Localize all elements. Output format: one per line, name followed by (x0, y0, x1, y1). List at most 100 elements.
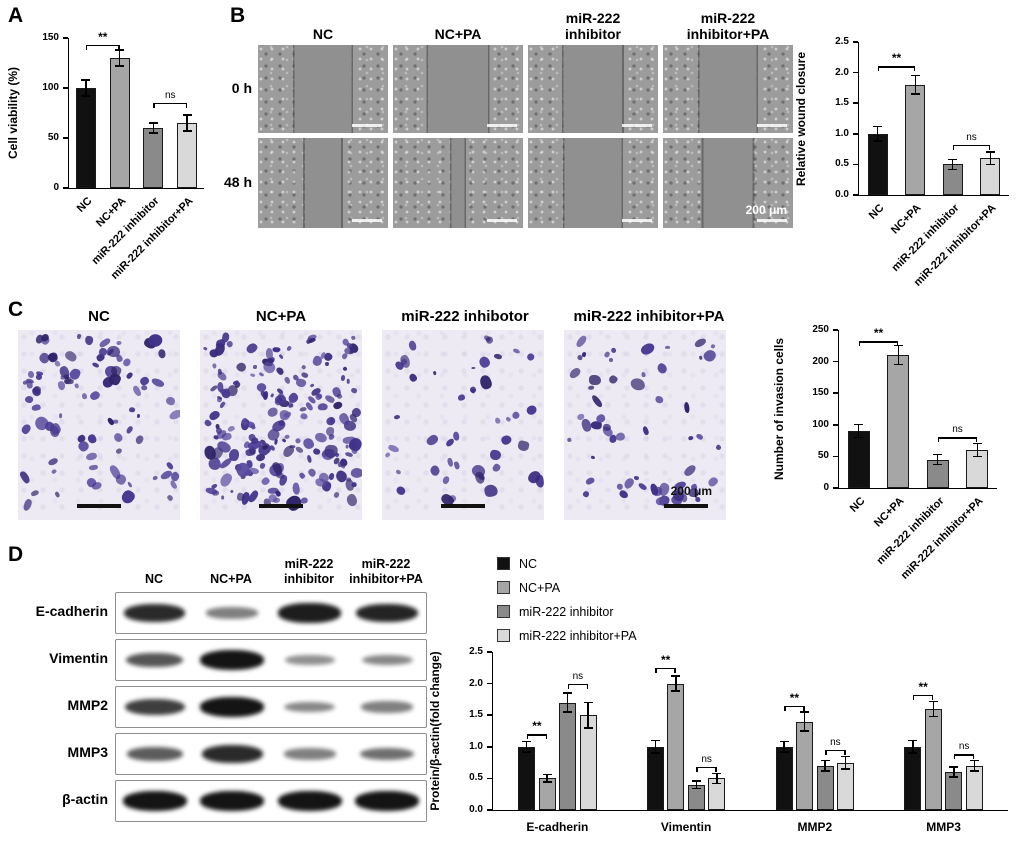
error-bar (989, 152, 991, 165)
cell-dot (244, 341, 260, 357)
cell-dot (114, 447, 123, 455)
error-bar-cap (542, 781, 552, 783)
cell-dot (129, 407, 136, 414)
wound-image (663, 45, 793, 133)
sig-bracket-end (526, 734, 529, 740)
cell-dot (91, 361, 100, 369)
cell-dot (53, 491, 61, 499)
cell-dot (300, 412, 309, 421)
cell-dot (485, 336, 495, 346)
cell-dot (89, 389, 102, 403)
cell-dot (526, 352, 537, 363)
invasion-image (200, 330, 362, 520)
protein-band (283, 748, 336, 760)
scale-bar (77, 503, 121, 508)
bar (646, 746, 664, 810)
wound-image (258, 138, 388, 228)
cell-dot (121, 356, 133, 368)
blot-label-mmp3: MMP3 (67, 744, 108, 760)
cell-dot (494, 417, 501, 424)
cell-dot (504, 416, 512, 423)
cell-dot (350, 335, 357, 341)
error-bar (824, 760, 826, 771)
sig-bracket-end (674, 667, 676, 673)
sig-bracket (937, 437, 978, 439)
sig-bracket-end (655, 667, 657, 673)
sig-bracket-end (567, 683, 570, 689)
error-bar-cap (650, 739, 660, 742)
error-bar-cap (985, 151, 995, 153)
cell-dot (610, 347, 617, 354)
panel-c-chart: 0 50 100 150 200 250 Number of invasion cells *… (772, 324, 997, 582)
error-bar-cap (948, 158, 958, 161)
y-tick-label: 0.0 (835, 189, 849, 200)
error-bar-cap (873, 140, 883, 142)
error-bar-cap (671, 675, 681, 677)
cell-dot (58, 413, 63, 419)
cell-dot (477, 373, 494, 391)
error-bar (803, 712, 806, 731)
cell-dot (384, 451, 392, 458)
cell-dot (229, 489, 234, 494)
sig-bracket-end (153, 103, 155, 108)
cell-dot (221, 495, 225, 499)
y-tick (487, 777, 492, 780)
scale-bar (757, 124, 787, 127)
cell-dot (347, 379, 351, 384)
sig-bracket-end (858, 341, 861, 347)
sig-bracket-end (953, 754, 956, 760)
scale-bar-label: 200 μm (745, 203, 787, 217)
sig-bracket (784, 705, 805, 708)
scale-bar (352, 124, 382, 127)
sig-bracket (952, 144, 991, 147)
y-tick (853, 71, 858, 74)
western-blot-strips (115, 592, 427, 822)
blot-label-b-actin: β-actin (62, 791, 108, 807)
protein-band (200, 650, 265, 670)
cell-dot (298, 471, 307, 480)
cell-dot (62, 349, 79, 364)
legend-label: miR-222 inhibitor+PA (519, 629, 637, 643)
error-bar-cap (949, 766, 959, 768)
error-bar (952, 159, 954, 170)
legend-swatch (497, 581, 510, 594)
error-bar (587, 702, 589, 728)
cell-dot (394, 484, 407, 497)
cell-dot (469, 385, 478, 394)
legend-item: NC (497, 556, 697, 572)
blot-label-mmp2: MMP2 (67, 697, 108, 713)
cell-dot (325, 426, 335, 436)
cell-dot (88, 464, 99, 471)
y-tick (833, 360, 838, 363)
protein-band (122, 791, 187, 811)
sig-bracket (953, 754, 975, 756)
y-tick-label: 150 (812, 387, 829, 399)
cell-dot (609, 358, 615, 363)
sig-bracket (85, 45, 120, 47)
invasion-image (18, 330, 180, 520)
y-axis-label: Relative wound closure (794, 51, 808, 186)
x-category-label: MMP3 (926, 820, 961, 834)
cell-dot (211, 363, 218, 370)
protein-band (361, 654, 413, 666)
cell-dot (301, 364, 307, 370)
error-bar-cap (910, 93, 920, 95)
cell-dot (285, 345, 292, 352)
cell-dot (275, 365, 286, 376)
y-tick (487, 809, 492, 811)
b-col-header-nc: NC (312, 25, 334, 42)
cell-dot (207, 408, 222, 422)
error-bar (937, 454, 939, 465)
protein-band (284, 701, 336, 713)
sig-bracket-end (586, 683, 589, 689)
cell-dot (342, 365, 349, 372)
cell-dot (630, 377, 646, 391)
cell-dot (269, 393, 275, 399)
protein-band (356, 603, 419, 623)
error-bar (914, 75, 916, 95)
error-bar-cap (779, 751, 789, 753)
b-col-header-inhibitor: miR-222 inhibitor (565, 9, 621, 42)
cell-dot (166, 494, 174, 502)
cell-dot (512, 347, 521, 355)
bar (796, 721, 814, 810)
